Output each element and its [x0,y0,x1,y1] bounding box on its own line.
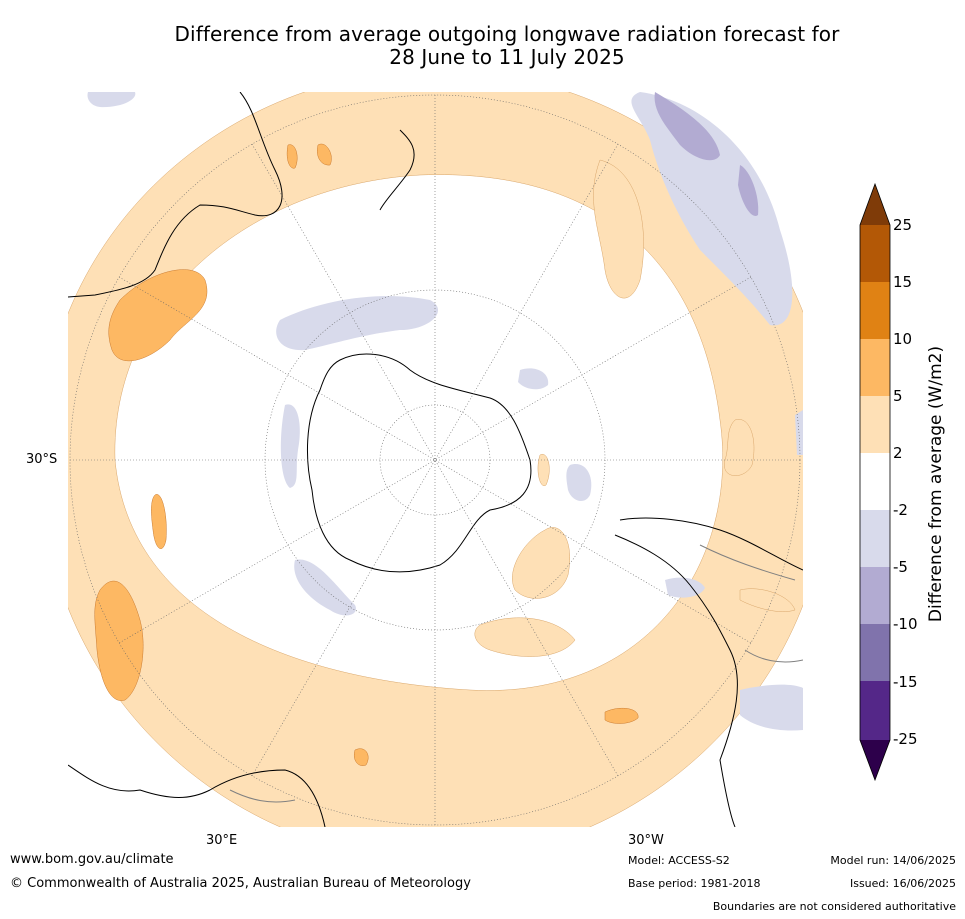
anomaly-patch-5-10 [286,144,298,169]
model-run-label: Model run: 14/06/2025 [830,854,956,867]
colorbar-tick-label: 15 [893,273,913,291]
colorbar [859,182,891,782]
anomaly-negative-2-5 [795,410,803,455]
issued-label: Issued: 16/06/2025 [849,877,956,890]
base-period-label: Base period: 1981-2018 [628,877,761,890]
graticule [69,94,801,826]
colorbar-bin [860,510,890,567]
longitude-label-30w: 30°W [628,833,664,848]
anomaly-negative-2-5 [276,296,439,351]
anomaly-negative-5-10 [654,92,720,161]
colorbar-tick-label: -5 [893,558,908,576]
colorbar-bin [860,282,890,339]
colorbar-tick-label: -15 [893,673,918,691]
anomaly-negative-2-5 [87,92,136,108]
anomaly-blob [474,617,576,657]
anomaly-patch-5-10 [108,269,208,362]
model-label: Model: ACCESS-S2 [628,854,730,867]
anomaly-blob [512,527,570,599]
colorbar-tick-label: -10 [893,615,918,633]
anomaly-blob [537,453,550,487]
anomaly-negative-2-5 [631,92,793,326]
anomaly-blob [724,419,755,476]
anomaly-negative-2-5 [665,577,705,598]
colorbar-bin [860,567,890,624]
colorbar-extend-bottom [860,740,890,780]
map-title-line2: 28 June to 11 July 2025 [389,45,625,69]
map-title-line1: Difference from average outgoing longwav… [174,22,840,46]
colorbar-extend-top [860,184,890,225]
latitude-label-30s: 30°S [26,452,58,467]
anomaly-negative-2-5 [280,404,300,488]
colorbar-bin [860,339,890,396]
copyright-notice: © Commonwealth of Australia 2025, Austra… [10,876,471,891]
longitude-label-30e: 30°E [206,833,238,848]
anomaly-negative-2-5 [566,464,592,502]
website-link[interactable]: www.bom.gov.au/climate [10,852,174,867]
anomaly-patch-5-10 [317,143,332,166]
anomaly-negative-2-5 [518,368,549,390]
disclaimer-label: Boundaries are not considered authoritat… [712,900,956,913]
colorbar-bin [860,396,890,453]
anomaly-patch-5-10 [604,707,639,724]
anomaly-patch-5-10 [354,748,369,766]
country-borders [229,544,803,803]
anomaly-blob [739,588,796,612]
coastlines [68,92,803,827]
colorbar-tick-label: 2 [893,444,903,462]
antarctica-coastline [307,353,532,573]
colorbar-bin [860,624,890,681]
anomaly-patch-5-10 [151,494,167,549]
map-area [68,92,803,827]
colorbar-bin [860,681,890,740]
anomaly-negative-5-10 [738,165,759,216]
colorbar-title: Difference from average (W/m2) [926,345,946,623]
colorbar-tick-label: -25 [893,730,918,748]
anomaly-patch-5-10 [94,580,144,701]
colorbar-tick-label: 10 [893,330,913,348]
colorbar-bin [860,453,890,510]
anomaly-negative-2-5 [740,684,803,731]
colorbar-outline [859,182,891,782]
colorbar-tick-label: 5 [893,387,903,405]
colorbar-bin [860,225,890,282]
colorbar-tick-label: 25 [893,216,913,234]
colorbar-tick-label: -2 [893,501,908,519]
anomaly-blob [593,159,644,299]
